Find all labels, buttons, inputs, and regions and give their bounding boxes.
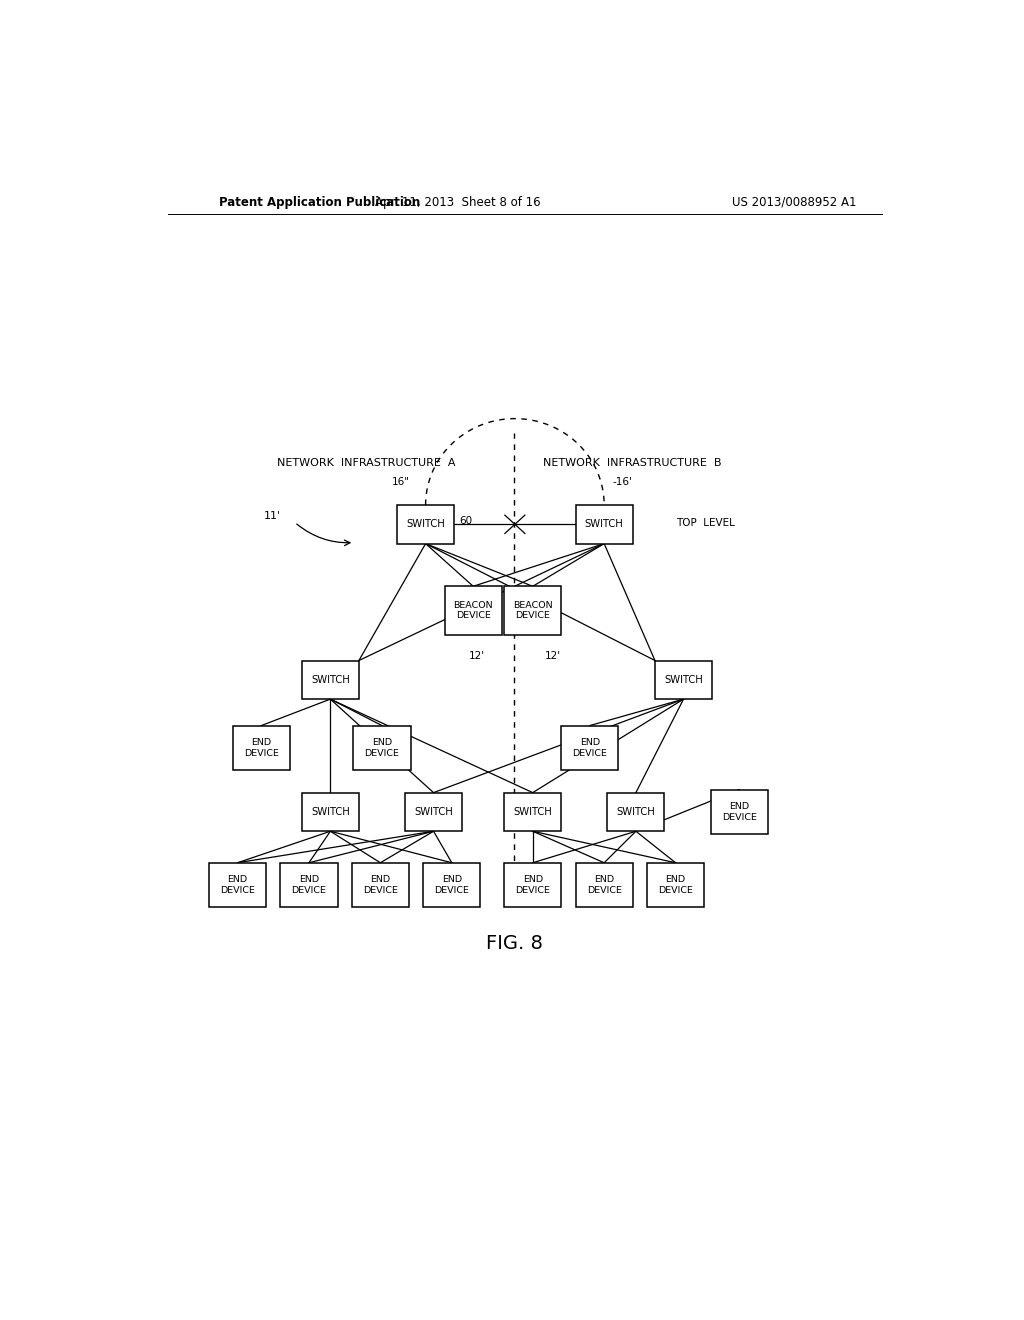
FancyBboxPatch shape [352, 863, 409, 907]
Text: END
DEVICE: END DEVICE [292, 875, 327, 895]
Text: END
DEVICE: END DEVICE [722, 803, 757, 821]
Text: Patent Application Publication: Patent Application Publication [219, 195, 421, 209]
FancyBboxPatch shape [504, 586, 561, 635]
Text: 60: 60 [459, 516, 472, 527]
Text: 16": 16" [392, 477, 410, 487]
Text: 12': 12' [545, 652, 561, 661]
FancyBboxPatch shape [504, 792, 561, 832]
Text: BEACON
DEVICE: BEACON DEVICE [454, 601, 493, 620]
FancyBboxPatch shape [281, 863, 338, 907]
FancyBboxPatch shape [575, 863, 633, 907]
Text: END
DEVICE: END DEVICE [572, 738, 607, 758]
Text: 12': 12' [469, 652, 485, 661]
Text: BEACON
DEVICE: BEACON DEVICE [513, 601, 553, 620]
FancyBboxPatch shape [504, 863, 561, 907]
FancyBboxPatch shape [607, 792, 665, 832]
Text: END
DEVICE: END DEVICE [434, 875, 469, 895]
FancyBboxPatch shape [647, 863, 705, 907]
FancyBboxPatch shape [353, 726, 411, 771]
Text: END
DEVICE: END DEVICE [587, 875, 622, 895]
FancyBboxPatch shape [404, 792, 462, 832]
FancyBboxPatch shape [711, 789, 768, 834]
Text: SWITCH: SWITCH [407, 519, 445, 529]
Text: SWITCH: SWITCH [311, 807, 350, 817]
Text: END
DEVICE: END DEVICE [365, 738, 399, 758]
FancyBboxPatch shape [302, 660, 359, 700]
Text: SWITCH: SWITCH [414, 807, 453, 817]
Text: TOP  LEVEL: TOP LEVEL [676, 519, 734, 528]
Text: NETWORK  INFRASTRUCTURE  A: NETWORK INFRASTRUCTURE A [276, 458, 456, 469]
Text: NETWORK  INFRASTRUCTURE  B: NETWORK INFRASTRUCTURE B [543, 458, 721, 469]
Text: 11': 11' [264, 511, 281, 521]
FancyBboxPatch shape [302, 792, 359, 832]
FancyBboxPatch shape [397, 506, 455, 544]
Text: -16': -16' [612, 477, 632, 487]
Text: SWITCH: SWITCH [616, 807, 655, 817]
FancyBboxPatch shape [575, 506, 633, 544]
Text: END
DEVICE: END DEVICE [658, 875, 693, 895]
Text: END
DEVICE: END DEVICE [244, 738, 279, 758]
Text: SWITCH: SWITCH [311, 675, 350, 685]
Text: END
DEVICE: END DEVICE [515, 875, 550, 895]
Text: Apr. 11, 2013  Sheet 8 of 16: Apr. 11, 2013 Sheet 8 of 16 [375, 195, 540, 209]
Text: SWITCH: SWITCH [665, 675, 702, 685]
Text: US 2013/0088952 A1: US 2013/0088952 A1 [732, 195, 857, 209]
Text: END
DEVICE: END DEVICE [220, 875, 255, 895]
Text: FIG. 8: FIG. 8 [486, 933, 543, 953]
Text: END
DEVICE: END DEVICE [362, 875, 397, 895]
Text: SWITCH: SWITCH [585, 519, 624, 529]
FancyBboxPatch shape [423, 863, 480, 907]
FancyBboxPatch shape [561, 726, 618, 771]
Text: SWITCH: SWITCH [513, 807, 552, 817]
FancyBboxPatch shape [444, 586, 502, 635]
FancyBboxPatch shape [655, 660, 712, 700]
FancyBboxPatch shape [209, 863, 266, 907]
FancyBboxPatch shape [232, 726, 290, 771]
